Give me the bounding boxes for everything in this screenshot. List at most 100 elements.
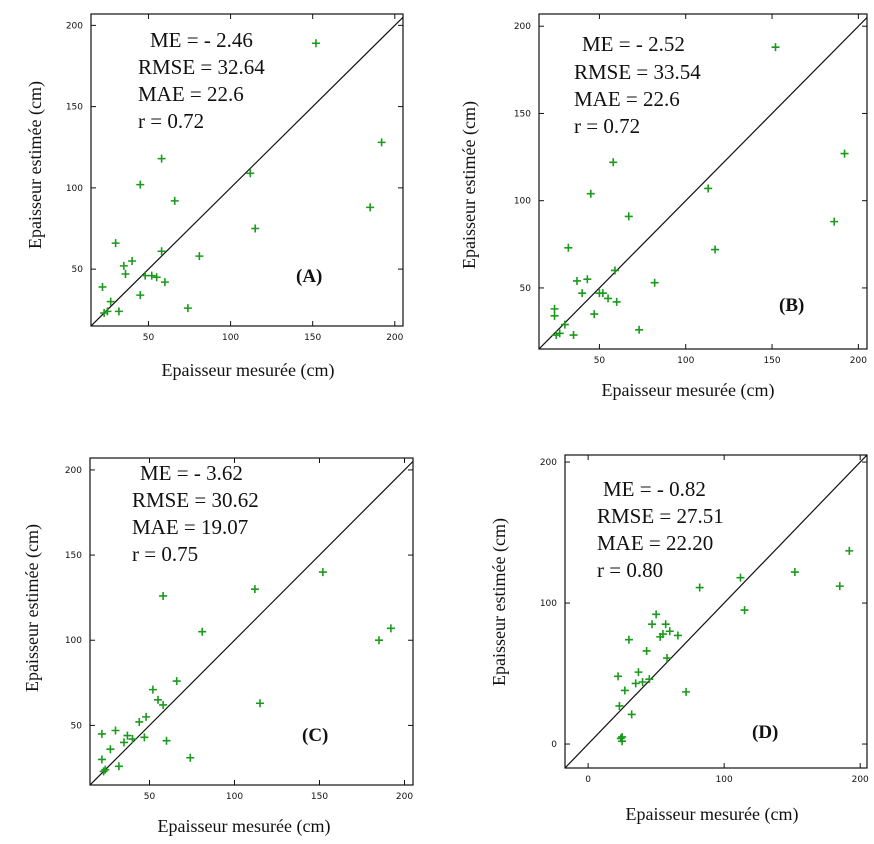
panel-b-xlabel: Epaisseur mesurée (cm): [602, 380, 775, 401]
panel-a-data-point-19: [195, 252, 204, 261]
panel-b-data-point-22: [711, 245, 720, 254]
panel-b-data-point-10: [586, 189, 595, 198]
panel-a-data-point-15: [157, 247, 166, 256]
panel-a: Epaisseur estimée (cm) Epaisseur mesurée…: [25, 28, 334, 381]
panel-a-stat-r: r = 0.72: [138, 109, 204, 133]
panel-d-data-point-26: [835, 582, 844, 591]
panel-a-data-point-12: [147, 271, 156, 280]
panel-d-data-point-18: [663, 654, 672, 663]
panel-c-data-point-8: [123, 731, 132, 740]
panel-b-plot: 50 100 150 200 50 100 150 200: [514, 13, 868, 366]
panel-a-xlabel: Epaisseur mesurée (cm): [162, 360, 335, 381]
panel-a-data-point-3: [106, 297, 115, 306]
panel-a-data-point-21: [251, 224, 260, 233]
panel-d-data-point-5: [620, 686, 629, 695]
panel-a-ytick-label-2: 150: [66, 103, 83, 113]
panel-c-data-point-2: [99, 767, 108, 776]
panel-a-data-point-23: [366, 203, 375, 212]
panel-d-xtick-label-1: 100: [716, 775, 733, 785]
panel-c-data-point-3: [101, 765, 110, 774]
panel-b-data-point-5: [564, 243, 573, 252]
panel-b-ytick-label-1: 100: [514, 197, 531, 207]
panel-b-data-point-19: [635, 325, 644, 334]
panel-d: Epaisseur estimée (cm) Epaisseur mesurée…: [489, 477, 798, 825]
panel-b-xtick-label-1: 100: [677, 356, 694, 366]
panel-d-data-point-4: [618, 732, 627, 741]
panel-d-ytick-label-2: 200: [540, 458, 557, 468]
panel-a-data-point-8: [128, 257, 137, 265]
panel-d-identity-line: [565, 455, 867, 768]
panel-b-data-point-3: [555, 329, 564, 338]
panel-c-ytick-label-2: 150: [65, 551, 82, 561]
panel-b-data-point-16: [610, 266, 619, 275]
panel-b-data-point-15: [609, 158, 618, 167]
panel-d-data-point-1: [615, 701, 624, 710]
panel-b-data-point-11: [590, 310, 599, 319]
panel-d-ylabel: Epaisseur estimée (cm): [489, 518, 510, 686]
panel-d-frame: [564, 454, 868, 769]
panel-b-data-point-1: [550, 311, 559, 320]
panel-a-data-point-2: [103, 307, 112, 316]
panel-d-data-point-8: [631, 679, 640, 688]
panel-a-ytick-label-0: 50: [72, 265, 84, 275]
panel-d-data-point-9: [634, 668, 643, 677]
panel-b-data-point-20: [650, 278, 659, 287]
panel-c-data-point-25: [386, 624, 395, 633]
panel-d-label: (D): [752, 722, 778, 743]
panel-d-xlabel: Epaisseur mesurée (cm): [626, 804, 799, 825]
panel-c-data-point-10: [135, 717, 144, 726]
panel-d-data-point-20: [673, 631, 682, 640]
panel-d-stat-me: ME = - 0.82: [603, 477, 706, 501]
panel-a-data-point-5: [114, 307, 123, 316]
panel-a-data-point-14: [157, 154, 166, 163]
chart-marks: 50 100 150 200 50 100 150 200 50 100 150 200 50 100 15…: [65, 13, 869, 802]
panel-c-xtick-label-0: 50: [144, 792, 156, 802]
panel-c-data-point-0: [97, 729, 106, 738]
panel-a-identity-line: [91, 16, 403, 326]
panel-c-data-point-17: [162, 736, 171, 745]
panel-c-xtick-label-2: 150: [311, 792, 328, 802]
panel-b-data-point-13: [598, 289, 607, 298]
panel-c-stat-me: ME = - 3.62: [140, 461, 243, 485]
panel-c-data-point-11: [140, 733, 149, 742]
panel-c-data-point-13: [148, 685, 157, 694]
panel-b-data-point-8: [578, 289, 587, 298]
panel-b-data-point-25: [840, 149, 849, 158]
panel-c-data-point-24: [375, 636, 383, 645]
panel-c-data-point-16: [159, 700, 168, 709]
panel-c-ylabel: Epaisseur estimée (cm): [22, 524, 43, 692]
panel-b-data-point-7: [572, 276, 581, 285]
panel-b-ytick-label-0: 50: [520, 284, 532, 294]
panel-a-data-point-7: [121, 270, 130, 278]
panel-b-data-point-9: [583, 275, 592, 284]
panel-b-data-point-0: [550, 304, 559, 313]
panel-d-data-point-6: [624, 635, 633, 644]
panel-d-stat-mae: MAE = 22.20: [597, 531, 713, 555]
panel-a-xtick-label-1: 100: [222, 333, 239, 343]
panel-a-ylabel: Epaisseur estimée (cm): [25, 81, 46, 249]
panel-a-plot: 50 100 150 200 50 100 150 200: [66, 13, 404, 343]
panel-c-frame: [89, 457, 414, 786]
panel-c: Epaisseur estimée (cm) Epaisseur mesurée…: [22, 461, 330, 837]
panel-b-stat-me: ME = - 2.52: [582, 32, 685, 56]
panel-d-data-point-16: [658, 630, 667, 639]
panel-a-stat-rmse: RMSE = 32.64: [138, 55, 265, 79]
panel-a-data-point-4: [111, 239, 120, 248]
panel-d-xtick-label-2: 200: [852, 775, 869, 785]
panel-d-data-point-19: [665, 627, 674, 636]
panel-a-stat-me: ME = - 2.46: [150, 28, 253, 52]
panel-a-data-point-9: [136, 180, 145, 189]
panel-a-data-point-13: [152, 273, 161, 282]
panel-b-data-point-4: [560, 320, 569, 329]
panel-c-xlabel: Epaisseur mesurée (cm): [158, 816, 331, 837]
panel-a-data-point-20: [246, 169, 255, 178]
panel-d-ytick-label-1: 100: [540, 599, 557, 609]
panel-c-data-point-15: [159, 591, 168, 600]
panel-a-data-point-10: [136, 291, 145, 300]
panel-c-xtick-label-3: 200: [396, 792, 413, 802]
panel-b-ytick-label-3: 200: [514, 22, 531, 32]
panel-b-xtick-label-2: 150: [763, 356, 780, 366]
panel-c-stat-rmse: RMSE = 30.62: [132, 488, 259, 512]
panel-c-identity-line: [90, 460, 413, 785]
